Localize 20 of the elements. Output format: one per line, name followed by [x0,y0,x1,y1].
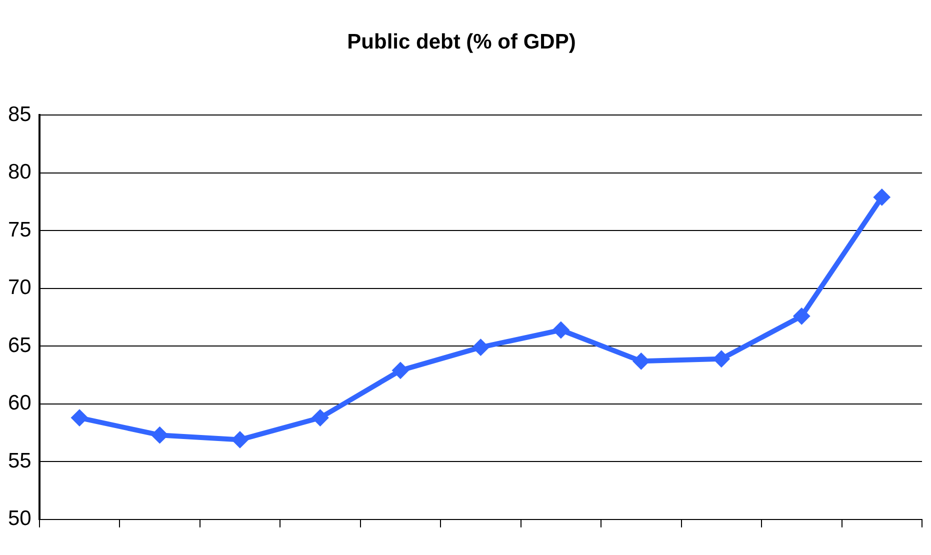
point [712,350,730,368]
point [632,352,650,370]
point [392,362,409,379]
point [70,409,88,426]
y-tick-label: 80 [8,160,32,184]
y-tick-label: 55 [8,449,32,472]
y-tick-label: 50 [8,507,32,530]
y-tick-label: 60 [8,392,32,415]
point [312,409,329,426]
point [151,426,168,444]
point [231,431,248,448]
y-tick-label: 75 [8,218,32,242]
y-tick-label: 85 [8,102,32,126]
chart-title: Public debt (% of GDP) [347,30,576,54]
point [552,322,570,339]
y-tick-label: 65 [8,334,32,357]
point [873,188,890,206]
y-tick-label: 70 [8,276,32,300]
point [472,338,490,356]
point [793,308,810,325]
